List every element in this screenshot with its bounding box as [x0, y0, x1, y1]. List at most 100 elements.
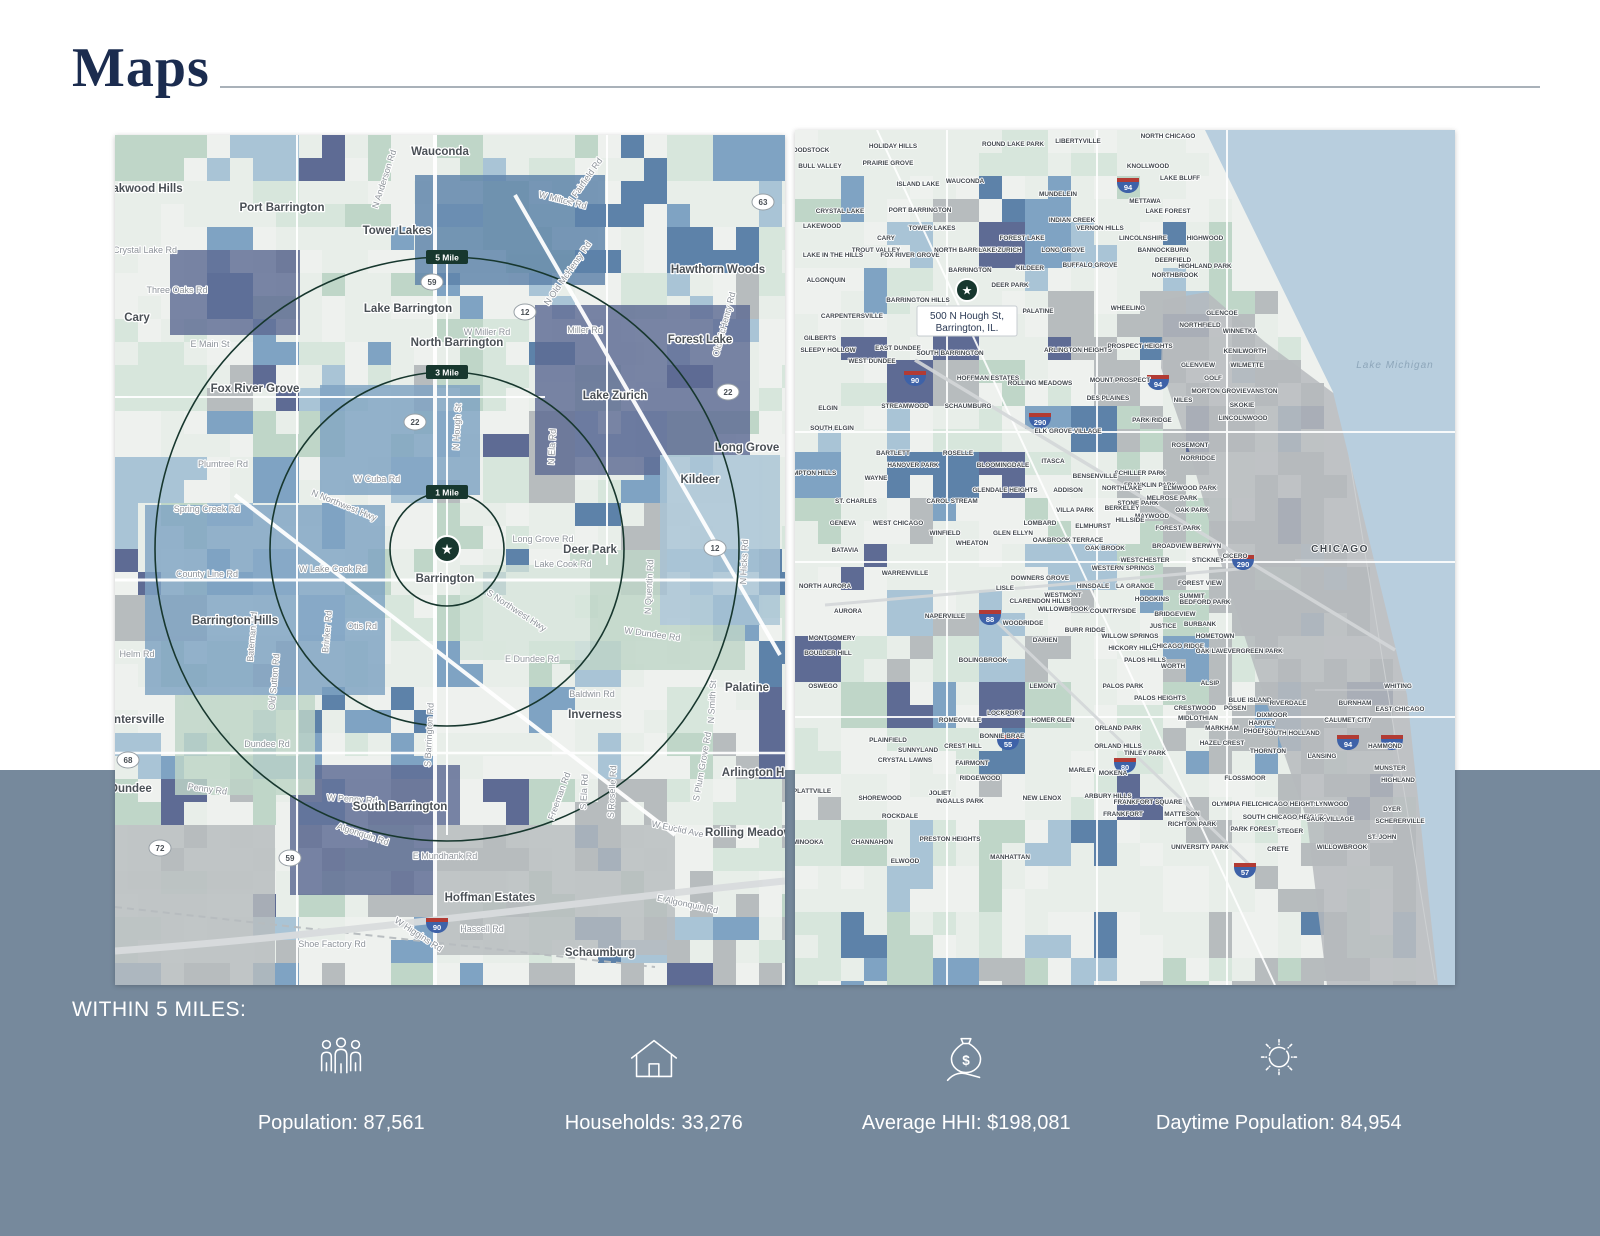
- route-shield: 12: [703, 539, 727, 557]
- town-label: PORT BARRINGTON: [889, 207, 952, 214]
- town-label: WAUCONDA: [946, 178, 985, 185]
- town-label: WESTCHESTER: [1121, 557, 1170, 564]
- town-label: LOCKPORT: [987, 710, 1023, 717]
- town-label: BARTLETT: [876, 450, 910, 457]
- town-labels-layer: Wauconda Oakwood Hills Port Barrington Towe…: [115, 145, 785, 961]
- town-label: CAROL STREAM: [926, 498, 977, 505]
- town-label: BARRINGTON HILLS: [886, 297, 950, 304]
- town-label: LYNWOOD: [1316, 801, 1349, 808]
- road-label: E Main St: [190, 339, 230, 349]
- town-label: ROSELLE: [943, 450, 974, 457]
- town-label: INDIAN CREEK: [1049, 217, 1096, 224]
- town-label: HOMETOWN: [1196, 633, 1235, 640]
- town-label: INGALLS PARK: [936, 798, 984, 805]
- route-shield-number: 90: [433, 923, 441, 932]
- town-label: PROSPECT HEIGHTS: [1107, 343, 1173, 350]
- town-label: LA GRANGE: [1116, 583, 1155, 590]
- route-shield: 55: [997, 735, 1019, 750]
- left-map-panel: 1 Mile 3 Mile 5 Mile N Anderson Rd W Milton …: [115, 135, 785, 985]
- star-icon: ★: [441, 541, 454, 557]
- town-label: MAYWOOD: [1135, 513, 1170, 520]
- ring-badge-label: 5 Mile: [435, 253, 459, 263]
- town-label: FOREST PARK: [1155, 525, 1201, 532]
- town-label: FOREST VIEW: [1178, 580, 1223, 587]
- town-label: Port Barrington: [240, 202, 325, 214]
- town-label: Carpentersville: [115, 714, 165, 726]
- town-label: PARK FOREST: [1230, 826, 1275, 833]
- town-label: PALOS HILLS: [1124, 657, 1167, 664]
- ring-badge: [426, 250, 468, 264]
- town-label: MOKENA: [1099, 770, 1128, 777]
- road-label: E Mundhank Rd: [413, 851, 478, 861]
- households-stat-label: Households: 33,276: [564, 1112, 743, 1134]
- town-label: Schaumburg: [565, 947, 635, 959]
- town-label: WILLOWBROOK: [1317, 844, 1368, 851]
- town-label: ELWOOD: [891, 858, 920, 865]
- town-label: Lake Zurich: [583, 390, 648, 402]
- town-label: Barrington Hills: [192, 615, 278, 627]
- town-label: ROLLING MEADOWS: [1008, 380, 1073, 387]
- road-label: Hassell Rd: [460, 924, 504, 934]
- town-label: TROUT VALLEY: [852, 247, 901, 254]
- route-shield: 12: [513, 303, 537, 321]
- town-label: KNOLLWOOD: [1127, 163, 1170, 170]
- route-shield: 94: [1337, 735, 1359, 750]
- town-label: Hoffman Estates: [445, 892, 536, 904]
- town-label: BERKELEY: [1105, 505, 1141, 512]
- town-label: LEMONT: [1030, 683, 1057, 690]
- town-label: UNIVERSITY PARK: [1171, 844, 1229, 851]
- town-label: ISLAND LAKE: [897, 181, 941, 188]
- town-label: HOLIDAY HILLS: [869, 143, 918, 150]
- town-label: NEW LENOX: [1023, 795, 1062, 802]
- town-label: HIGHWOOD: [1187, 235, 1224, 242]
- town-label: CAMPTON HILLS: [795, 470, 837, 477]
- town-label: Oakwood Hills: [115, 183, 183, 195]
- town-label: ELMWOOD PARK: [1163, 485, 1217, 492]
- town-label: LAKE FOREST: [1145, 208, 1190, 215]
- town-label: ORLAND PARK: [1095, 725, 1142, 732]
- address-callout: 500 N Hough St,Barrington, IL.: [916, 305, 1018, 337]
- town-label: DIXMOOR: [1257, 712, 1288, 719]
- town-label: WEST CHICAGO: [873, 520, 923, 527]
- town-label: SOUTH HOLLAND: [1264, 730, 1320, 737]
- town-label: MUNDELEIN: [1039, 191, 1077, 198]
- town-label: SOUTH ELGIN: [810, 425, 854, 432]
- town-label: WAYNE: [865, 475, 889, 482]
- town-label: LISLE: [996, 585, 1015, 592]
- road-label: County Line Rd: [176, 569, 238, 579]
- road-label: Dundee Rd: [244, 739, 290, 749]
- town-label: WESTMONT: [1044, 592, 1081, 599]
- town-label: WHEATON: [956, 540, 989, 547]
- town-label: VERNON HILLS: [1076, 225, 1124, 232]
- town-label: FRANKFORT: [1103, 811, 1143, 818]
- town-label: WORTH: [1161, 663, 1186, 670]
- town-label: Lake Barrington: [364, 303, 452, 315]
- road-label: Three Oaks Rd: [146, 285, 207, 295]
- town-label: HOMER GLEN: [1031, 717, 1075, 724]
- road-label: Miller Rd: [567, 325, 603, 335]
- lake-michigan-label: Lake Michigan: [1356, 360, 1433, 371]
- town-label: Tower Lakes: [363, 225, 432, 237]
- stats-row: Population: 87,561 Households: 33,276 $ …: [185, 1028, 1435, 1135]
- town-label: VILLA PARK: [1056, 507, 1094, 514]
- town-label: HAZEL CREST: [1200, 740, 1245, 747]
- town-label: SAUK VILLAGE: [1306, 816, 1354, 823]
- ring-badge-label: 1 Mile: [435, 488, 459, 498]
- town-label: BRIDGEVIEW: [1154, 611, 1196, 618]
- town-label: NORTHFIELD: [1179, 322, 1221, 329]
- route-shield-number: 59: [428, 278, 437, 287]
- town-label: LINCOLNSHIRE: [1119, 235, 1168, 242]
- star-icon: ★: [962, 283, 973, 297]
- house-icon: [630, 1039, 677, 1078]
- town-label: COUNTRYSIDE: [1090, 608, 1137, 615]
- average-hhi-stat-label: Average HHI: $198,081: [861, 1112, 1071, 1134]
- road-label: Helm Rd: [119, 649, 154, 659]
- route-shield-number: 290: [1237, 560, 1250, 569]
- road-label: W Cuba Rd: [354, 474, 401, 484]
- town-label: BENSENVILLE: [1073, 473, 1118, 480]
- town-label: AURORA: [834, 608, 862, 615]
- town-label: TINLEY PARK: [1124, 750, 1166, 757]
- route-shield-number: 94: [1344, 740, 1353, 749]
- town-label: Barrington: [416, 573, 475, 585]
